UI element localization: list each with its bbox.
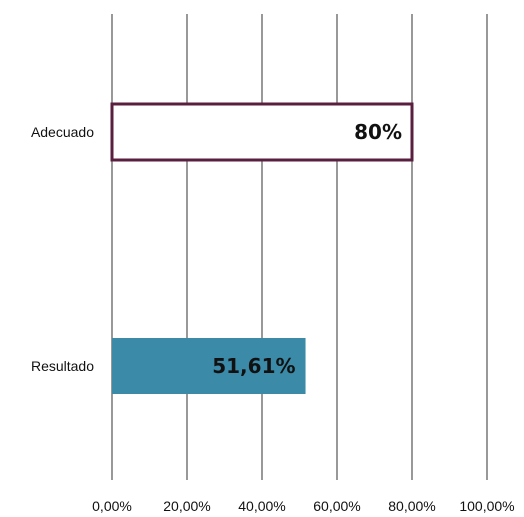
data-label-adecuado: 80% [354, 120, 402, 144]
x-tick-label-0: 0,00% [92, 498, 132, 514]
bars [110, 102, 414, 394]
bar-resultado [112, 338, 306, 394]
data-label-resultado: 51,61% [212, 354, 295, 378]
data-labels: 80% 51,61% [212, 120, 402, 378]
bar-adecuado [110, 102, 414, 162]
x-tick-label-1: 20,00% [163, 498, 210, 514]
x-tick-label-4: 80,00% [388, 498, 435, 514]
gridlines [111, 14, 488, 480]
x-tick-label-3: 60,00% [313, 498, 360, 514]
x-axis-ticks: 0,00% 20,00% 40,00% 60,00% 80,00% 100,00% [92, 498, 514, 514]
x-tick-label-5: 100,00% [459, 498, 514, 514]
category-label-resultado: Resultado [31, 358, 94, 374]
x-tick-label-2: 40,00% [238, 498, 285, 514]
category-label-adecuado: Adecuado [31, 124, 94, 140]
category-labels: Adecuado Resultado [31, 124, 94, 374]
